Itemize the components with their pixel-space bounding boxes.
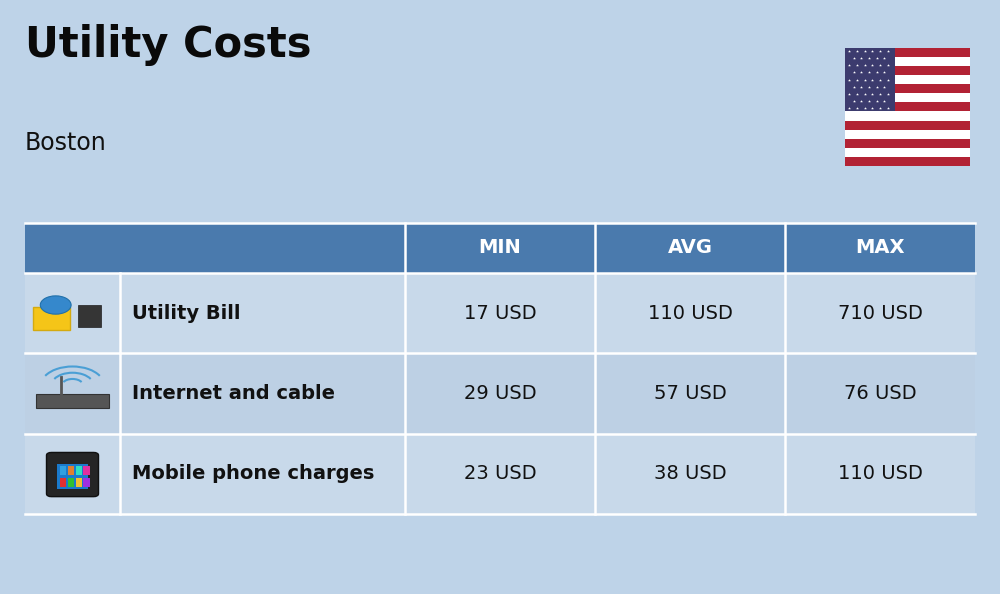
Bar [845, 157, 970, 166]
Bar [845, 102, 970, 112]
Text: 23 USD: 23 USD [464, 465, 536, 483]
Text: Utility Bill: Utility Bill [132, 304, 240, 323]
Bar [845, 121, 970, 129]
Bar [60, 466, 66, 475]
Bar [76, 466, 82, 475]
Text: MIN: MIN [479, 239, 521, 257]
Text: 76 USD: 76 USD [844, 384, 916, 403]
Text: MAX: MAX [855, 239, 905, 257]
Bar [25, 353, 975, 434]
Text: 17 USD: 17 USD [464, 304, 536, 323]
Bar [76, 478, 82, 487]
Bar [46, 371, 99, 416]
Bar [845, 148, 970, 157]
Bar [845, 129, 970, 139]
Bar [845, 48, 895, 112]
Text: 110 USD: 110 USD [838, 465, 922, 483]
Text: 710 USD: 710 USD [838, 304, 922, 323]
Text: Internet and cable: Internet and cable [132, 384, 335, 403]
Bar [845, 48, 970, 56]
Bar [68, 466, 74, 475]
Text: Mobile phone charges: Mobile phone charges [132, 465, 374, 483]
Bar [83, 466, 90, 475]
Bar [845, 66, 970, 75]
Text: 110 USD: 110 USD [648, 304, 732, 323]
Text: 29 USD: 29 USD [464, 384, 536, 403]
Text: 38 USD: 38 USD [654, 465, 726, 483]
Bar [845, 75, 970, 84]
Bar [845, 112, 970, 121]
Circle shape [40, 296, 71, 314]
Bar [845, 93, 970, 102]
Bar [25, 273, 975, 353]
Bar [46, 291, 99, 336]
Bar [25, 223, 975, 273]
Bar [46, 451, 99, 496]
FancyBboxPatch shape [47, 453, 98, 497]
Bar [33, 307, 70, 330]
Text: Boston: Boston [25, 131, 107, 154]
Bar [25, 434, 975, 514]
Bar [57, 464, 88, 489]
Bar [845, 56, 970, 66]
Bar [60, 478, 66, 487]
Text: AVG: AVG [668, 239, 712, 257]
Bar [68, 478, 74, 487]
Text: 57 USD: 57 USD [654, 384, 726, 403]
Bar [845, 84, 970, 93]
Bar [36, 394, 109, 409]
Bar [83, 478, 90, 487]
Bar [845, 139, 970, 148]
Text: Utility Costs: Utility Costs [25, 24, 312, 66]
Bar [78, 305, 101, 327]
